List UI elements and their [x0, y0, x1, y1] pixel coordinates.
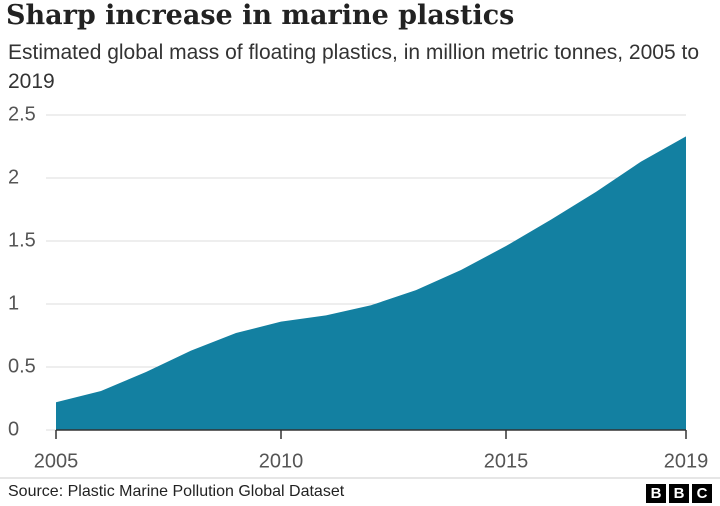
logo: B B C [646, 484, 712, 503]
x-tick-label: 2005 [34, 450, 79, 472]
area [56, 136, 686, 431]
x-tick-label: 2010 [259, 450, 304, 472]
x-tick-label: 2015 [484, 450, 529, 472]
y-tick-label: 0.5 [8, 355, 36, 377]
y-tick-label: 1 [8, 292, 19, 314]
y-tick-label: 2.5 [8, 103, 36, 125]
y-tick-label: 0 [8, 418, 19, 440]
x-tick-label: 2019 [664, 450, 709, 472]
chart-title: Sharp increase in marine plastics [6, 0, 515, 31]
logo-letter: B [669, 484, 689, 503]
y-tick-label: 2 [8, 166, 19, 188]
y-tick-label: 1.5 [8, 229, 36, 251]
chart-subtitle: Estimated global mass of floating plasti… [8, 41, 700, 93]
source-note: Source: Plastic Marine Pollution Global … [8, 483, 345, 500]
logo-letter: B [646, 484, 666, 503]
logo-letter: C [692, 484, 712, 503]
